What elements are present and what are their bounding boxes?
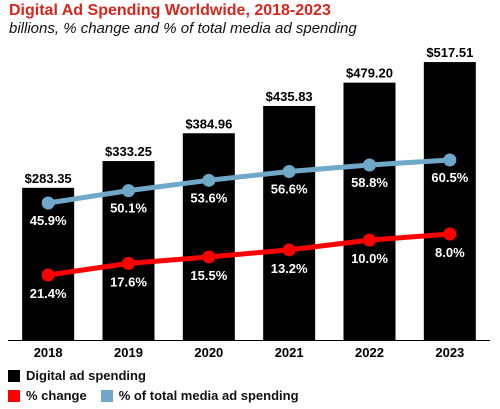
bar-value-label-2021: $435.83 — [266, 89, 313, 104]
bar-2022 — [343, 82, 396, 340]
share-of-media-series-point-2023 — [443, 153, 457, 167]
percent-change-series-data-label-2019: 17.6% — [110, 274, 147, 289]
bar-value-label-2022: $479.20 — [346, 66, 393, 81]
legend-row-1: Digital ad spending — [8, 368, 146, 383]
percent-change-series-line — [45, 231, 453, 278]
legend-swatch-percent-total-media — [100, 389, 113, 402]
share-of-media-series-data-label-2021: 56.6% — [271, 181, 308, 196]
bar-2018 — [22, 187, 75, 340]
chart-area: $283.35 $333.25 $384.96 $435.83 $479.20 $517.… — [8, 45, 490, 360]
x-tick-label-2021: 2021 — [275, 345, 304, 360]
percent-change-series-data-label-2018: 21.4% — [30, 286, 67, 301]
percent-change-series-point-2020 — [202, 250, 216, 264]
percent-change-series-data-label-2023: 8.0% — [435, 245, 465, 260]
percent-change-series-data-label-2020: 15.5% — [190, 268, 227, 283]
percent-change-series-data-label-2021: 13.2% — [271, 261, 308, 276]
share-of-media-series-point-2020 — [202, 173, 216, 187]
legend-label-digital-ad-spending: Digital ad spending — [26, 368, 146, 383]
bar-value-label-2019: $333.25 — [105, 144, 152, 159]
bar-value-label-2023: $517.51 — [426, 45, 473, 60]
percent-change-series-point-2018 — [41, 268, 55, 282]
share-of-media-series-data-label-2022: 58.8% — [351, 175, 388, 190]
bar-value-label-2020: $384.96 — [185, 116, 232, 131]
x-tick-label-2019: 2019 — [114, 345, 143, 360]
share-of-media-series-data-label-2019: 50.1% — [110, 201, 147, 216]
share-of-media-series-point-2019 — [122, 184, 135, 198]
share-of-media-series-line — [45, 157, 453, 206]
share-of-media-series-point-2021 — [282, 164, 296, 178]
share-of-media-series-point-2022 — [363, 158, 376, 172]
percent-change-series-point-2021 — [282, 243, 296, 257]
x-tick-label-2018: 2018 — [34, 345, 63, 360]
bar-2021 — [263, 105, 316, 340]
legend-row-2: % change % of total media ad spending — [8, 388, 299, 403]
share-of-media-series-data-label-2018: 45.9% — [30, 213, 67, 228]
legend-swatch-percent-change — [8, 389, 20, 402]
percent-change-series-data-label-2022: 10.0% — [351, 251, 388, 266]
share-of-media-series-data-label-2023: 60.5% — [431, 170, 468, 185]
share-of-media-series-data-label-2020: 53.6% — [190, 190, 227, 205]
chart-title: Digital Ad Spending Worldwide, 2018-2023 — [9, 2, 331, 19]
bar-value-label-2018: $283.35 — [25, 171, 72, 186]
percent-change-series-point-2019 — [122, 256, 135, 270]
percent-change-series-point-2023 — [443, 227, 457, 241]
share-of-media-series-point-2018 — [41, 196, 55, 210]
percent-change-series-point-2022 — [363, 233, 376, 247]
chart-subtitle: billions, % change and % of total media … — [9, 20, 357, 37]
x-tick-label-2020: 2020 — [194, 345, 223, 360]
legend-swatch-digital-ad-spending — [8, 369, 20, 382]
x-tick-label-2023: 2023 — [435, 345, 464, 360]
bar-2023 — [423, 62, 476, 340]
bar-2020 — [182, 133, 235, 340]
legend-label-percent-change: % change — [26, 388, 87, 403]
legend-label-percent-total-media: % of total media ad spending — [118, 388, 299, 403]
x-tick-label-2022: 2022 — [355, 345, 384, 360]
